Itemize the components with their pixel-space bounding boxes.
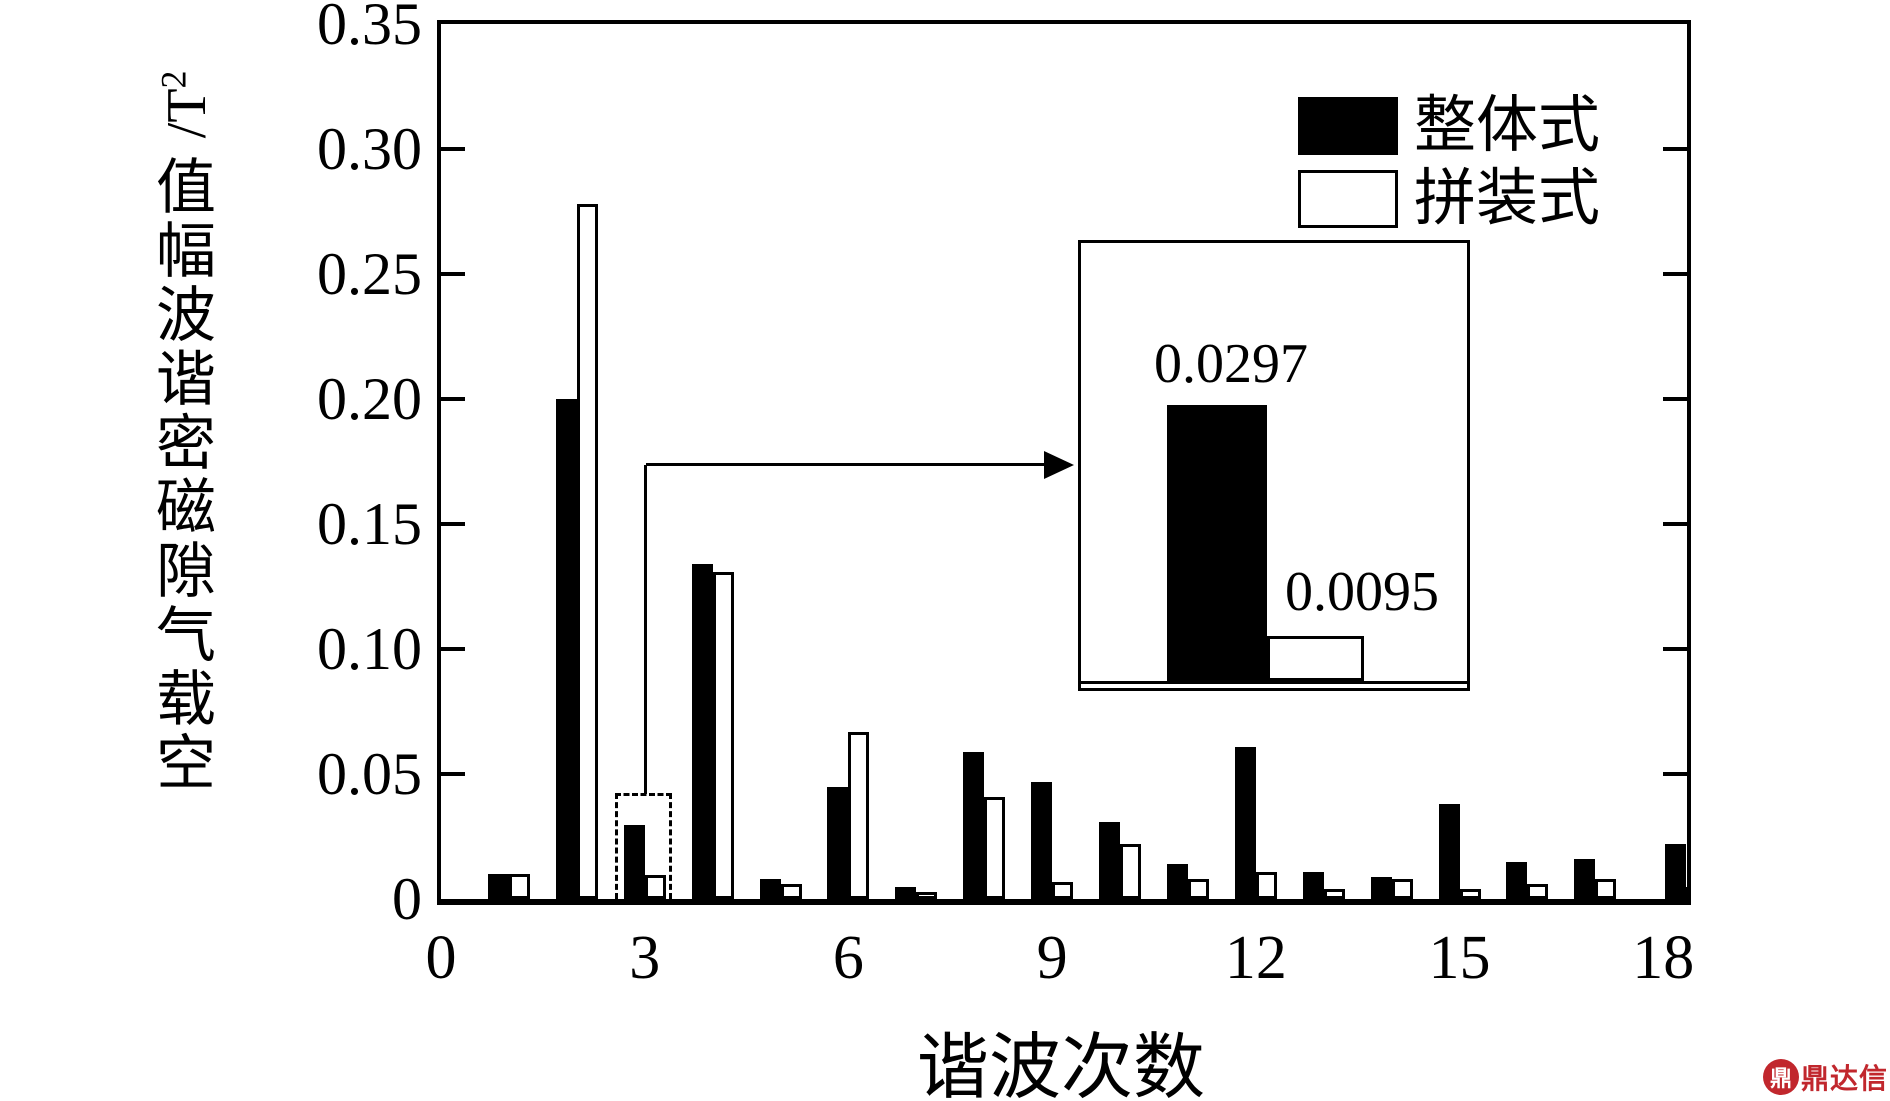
bar-solid-h15 bbox=[1438, 804, 1460, 899]
bar-solid-h14 bbox=[1370, 876, 1392, 899]
right-tick-0.2 bbox=[1663, 397, 1687, 401]
left-tick-0.2 bbox=[441, 397, 465, 401]
bar-assembled-h3 bbox=[644, 875, 666, 899]
y-axis-label-char: 谐 bbox=[156, 347, 216, 413]
left-tick-0.1 bbox=[441, 647, 465, 651]
bar-assembled-h2 bbox=[576, 204, 598, 899]
bar-assembled-h9 bbox=[1052, 881, 1074, 899]
y-tick-label-0.15: 0.15 bbox=[317, 491, 422, 557]
x-tick-label-12: 12 bbox=[1224, 924, 1287, 992]
x-tick-label-6: 6 bbox=[832, 924, 864, 992]
bar-assembled-h1 bbox=[508, 874, 530, 899]
inset-bar-white bbox=[1267, 636, 1364, 681]
bar-assembled-h15 bbox=[1459, 889, 1481, 899]
y-tick-label-0.30: 0.30 bbox=[317, 116, 422, 182]
right-tick-0.05 bbox=[1663, 772, 1687, 776]
x-tick-label-18: 18 bbox=[1632, 924, 1695, 992]
right-tick-0.25 bbox=[1663, 272, 1687, 276]
bar-assembled-h8 bbox=[984, 796, 1006, 899]
y-axis-label-char: 空 bbox=[156, 731, 216, 797]
legend-row-solid: 整体式 bbox=[1298, 92, 1601, 160]
x-axis-label: 谐波次数 bbox=[916, 1028, 1205, 1101]
bar-solid-h6 bbox=[827, 786, 849, 899]
bar-assembled-h7 bbox=[916, 891, 938, 899]
bar-solid-h8 bbox=[963, 751, 985, 899]
bar-solid-h7 bbox=[895, 886, 917, 899]
y-axis-label-char: 气 bbox=[156, 603, 216, 669]
bar-assembled-h18 bbox=[1686, 886, 1687, 899]
legend-label-assembled: 拼装式 bbox=[1414, 165, 1601, 233]
legend-label-solid: 整体式 bbox=[1414, 92, 1601, 160]
x-tick-label-3: 3 bbox=[629, 924, 661, 992]
y-tick-label-0.20: 0.20 bbox=[317, 366, 422, 432]
right-tick-0.1 bbox=[1663, 647, 1687, 651]
callout-arrow-vertical bbox=[644, 465, 647, 794]
zoom-inset: 0.0297 0.0095 bbox=[1078, 240, 1470, 691]
inset-bar-black bbox=[1167, 405, 1267, 681]
x-tick-label-0: 0 bbox=[425, 924, 457, 992]
y-tick-label-0.25: 0.25 bbox=[317, 241, 422, 307]
bar-solid-h16 bbox=[1506, 861, 1528, 899]
watermark-text: 鼎达信 bbox=[1800, 1064, 1888, 1095]
bar-solid-h17 bbox=[1574, 859, 1596, 899]
bar-assembled-h17 bbox=[1595, 879, 1617, 899]
bar-solid-h3 bbox=[623, 824, 645, 899]
bar-assembled-h6 bbox=[848, 731, 870, 899]
right-tick-0.15 bbox=[1663, 522, 1687, 526]
bar-solid-h12 bbox=[1234, 746, 1256, 899]
bar-assembled-h4 bbox=[712, 571, 734, 899]
inset-value-assembled: 0.0095 bbox=[1285, 561, 1439, 623]
bar-solid-h10 bbox=[1099, 821, 1121, 899]
bar-assembled-h10 bbox=[1120, 844, 1142, 899]
watermark-logo-icon: 鼎 bbox=[1762, 1059, 1799, 1095]
legend: 整体式 拼装式 bbox=[1298, 92, 1601, 243]
bar-solid-h9 bbox=[1031, 781, 1053, 899]
watermark: 鼎 鼎达信 bbox=[1762, 1057, 1888, 1097]
bar-assembled-h16 bbox=[1527, 884, 1549, 899]
bar-solid-h4 bbox=[691, 564, 713, 899]
y-tick-label-0.05: 0.05 bbox=[317, 741, 422, 807]
y-axis-label-char: 载 bbox=[156, 667, 216, 733]
legend-row-assembled: 拼装式 bbox=[1298, 165, 1601, 233]
inset-baseline bbox=[1081, 681, 1467, 684]
bar-solid-h5 bbox=[759, 879, 781, 899]
inset-value-solid: 0.0297 bbox=[1154, 333, 1308, 395]
left-tick-0.3 bbox=[441, 147, 465, 151]
left-tick-0.25 bbox=[441, 272, 465, 276]
bar-assembled-h13 bbox=[1323, 889, 1345, 899]
y-axis-label-char: 值 bbox=[156, 155, 216, 221]
bar-solid-h18 bbox=[1665, 844, 1687, 899]
bar-assembled-h11 bbox=[1187, 879, 1209, 899]
y-axis-label-char: 密 bbox=[156, 411, 216, 477]
bar-solid-h11 bbox=[1166, 864, 1188, 899]
callout-arrowhead-icon bbox=[1044, 451, 1074, 479]
bar-assembled-h12 bbox=[1255, 871, 1277, 899]
bar-solid-h1 bbox=[487, 874, 509, 899]
left-tick-0.05 bbox=[441, 772, 465, 776]
legend-swatch-white bbox=[1298, 170, 1398, 228]
y-axis-label: /T2 值幅波谐密磁隙气载空 bbox=[148, 52, 224, 796]
bar-assembled-h5 bbox=[780, 884, 802, 899]
y-axis-label-char: 磁 bbox=[156, 475, 216, 541]
y-tick-label-0: 0 bbox=[392, 866, 422, 932]
bar-solid-h2 bbox=[555, 399, 577, 899]
y-axis-label-char: 隙 bbox=[156, 539, 216, 605]
y-axis-label-char: 幅 bbox=[156, 219, 216, 285]
right-tick-0.3 bbox=[1663, 147, 1687, 151]
bar-assembled-h14 bbox=[1391, 879, 1413, 899]
highlight-dashed-box bbox=[615, 793, 672, 899]
x-tick-label-9: 9 bbox=[1036, 924, 1068, 992]
legend-swatch-black bbox=[1298, 97, 1398, 155]
left-tick-0.15 bbox=[441, 522, 465, 526]
x-tick-label-15: 15 bbox=[1428, 924, 1491, 992]
callout-arrow-horizontal bbox=[646, 463, 1048, 466]
y-tick-label-0.10: 0.10 bbox=[317, 616, 422, 682]
y-axis-label-char: 波 bbox=[156, 283, 216, 349]
y-tick-label-0.35: 0.35 bbox=[317, 0, 422, 57]
bar-solid-h13 bbox=[1302, 871, 1324, 899]
plot-area bbox=[441, 24, 1687, 899]
